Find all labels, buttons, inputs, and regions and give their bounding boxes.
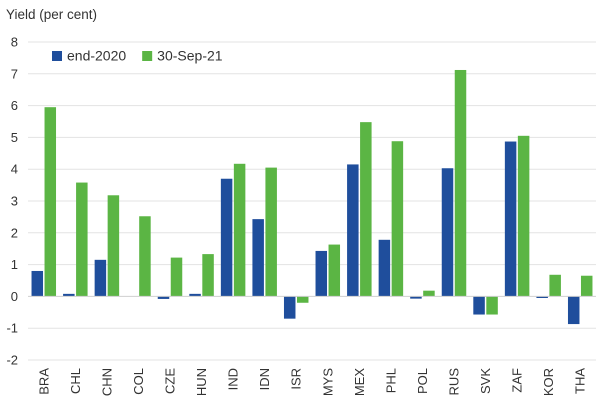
bar-30-sep-21-idn (265, 167, 277, 297)
y-tick-label: 8 (11, 35, 18, 50)
bar-end-2020-ind (220, 178, 233, 297)
bar-end-2020-hun (189, 293, 201, 297)
bar-30-sep-21-cze (170, 257, 183, 297)
bar-end-2020-mys (315, 250, 328, 297)
y-tick-label: -1 (6, 321, 18, 336)
bar-30-sep-21-pol (423, 290, 435, 297)
bar-end-2020-svk (473, 296, 485, 315)
bar-end-2020-pol (410, 296, 422, 299)
bars (31, 69, 593, 325)
bar-30-sep-21-rus (454, 69, 467, 297)
x-tick-label-svk: SVK (478, 368, 493, 394)
x-tick-label-mex: MEX (352, 368, 367, 397)
x-tick-label-rus: RUS (447, 368, 462, 396)
bar-end-2020-idn (252, 219, 264, 297)
legend-label-0: end-2020 (67, 48, 126, 64)
legend-swatch-0 (52, 51, 62, 61)
x-tick-label-phl: PHL (383, 368, 398, 393)
x-tick-label-kor: KOR (541, 368, 556, 396)
y-tick-label: 2 (11, 225, 18, 240)
bar-end-2020-chn (94, 259, 107, 297)
x-tick-label-pol: POL (415, 368, 430, 394)
bar-30-sep-21-hun (202, 254, 214, 297)
y-tick-label: 0 (11, 289, 18, 304)
bar-30-sep-21-svk (486, 296, 498, 315)
bar-30-sep-21-chl (76, 182, 88, 297)
x-tick-label-idn: IDN (257, 368, 272, 390)
bar-30-sep-21-col (139, 216, 151, 297)
y-tick-label: 1 (11, 257, 18, 272)
y-tick-label: 3 (11, 194, 18, 209)
bar-end-2020-chl (63, 293, 75, 297)
x-tick-label-chl: CHL (68, 368, 83, 394)
x-tick-label-zaf: ZAF (510, 368, 525, 393)
x-tick-label-col: COL (131, 368, 146, 395)
y-tick-label: -2 (6, 353, 18, 368)
legend-swatch-1 (142, 51, 153, 61)
bar-30-sep-21-isr (296, 296, 309, 303)
bar-end-2020-zaf (504, 141, 517, 297)
bar-end-2020-tha (567, 296, 580, 325)
x-tick-label-isr: ISR (289, 368, 304, 390)
y-tick-label: 5 (11, 130, 18, 145)
x-tick-label-ind: IND (226, 368, 241, 390)
bar-30-sep-21-ind (233, 163, 246, 297)
bar-end-2020-isr (283, 296, 296, 319)
x-tick-label-mys: MYS (320, 368, 335, 397)
y-tick-label: 6 (11, 98, 18, 113)
bar-30-sep-21-mex (360, 122, 372, 297)
bar-30-sep-21-bra (44, 107, 57, 297)
bar-30-sep-21-tha (580, 275, 593, 297)
gridlines (28, 41, 596, 361)
bar-end-2020-kor (536, 296, 548, 298)
bar-30-sep-21-kor (549, 274, 561, 297)
x-tick-label-cze: CZE (163, 368, 178, 394)
x-tick-label-hun: HUN (194, 368, 209, 396)
bar-30-sep-21-zaf (517, 135, 530, 297)
bar-30-sep-21-mys (328, 244, 341, 297)
legend: end-2020 30-Sep-21 (52, 48, 223, 64)
bar-end-2020-cze (157, 296, 170, 299)
x-tick-label-tha: THA (573, 368, 588, 394)
y-tick-label: 4 (11, 162, 18, 177)
bar-end-2020-phl (378, 239, 391, 297)
y-axis-label: Yield (per cent) (6, 7, 97, 22)
bar-30-sep-21-phl (391, 141, 404, 297)
legend-label-1: 30-Sep-21 (157, 48, 223, 64)
y-tick-label: 7 (11, 66, 18, 81)
bar-end-2020-mex (347, 164, 359, 297)
x-tick-label-bra: BRA (36, 368, 51, 395)
x-tick-label-chn: CHN (99, 368, 114, 396)
bar-end-2020-bra (31, 270, 44, 297)
bar-end-2020-rus (441, 168, 454, 297)
x-tick-labels: BRA CHL CHN COL CZE HUN IND IDN ISR MYS MEX PHL POL R… (36, 368, 587, 397)
bar-30-sep-21-chn (107, 195, 120, 297)
y-tick-labels: -2 -1 0 1 2 3 4 5 6 7 8 (6, 35, 18, 368)
